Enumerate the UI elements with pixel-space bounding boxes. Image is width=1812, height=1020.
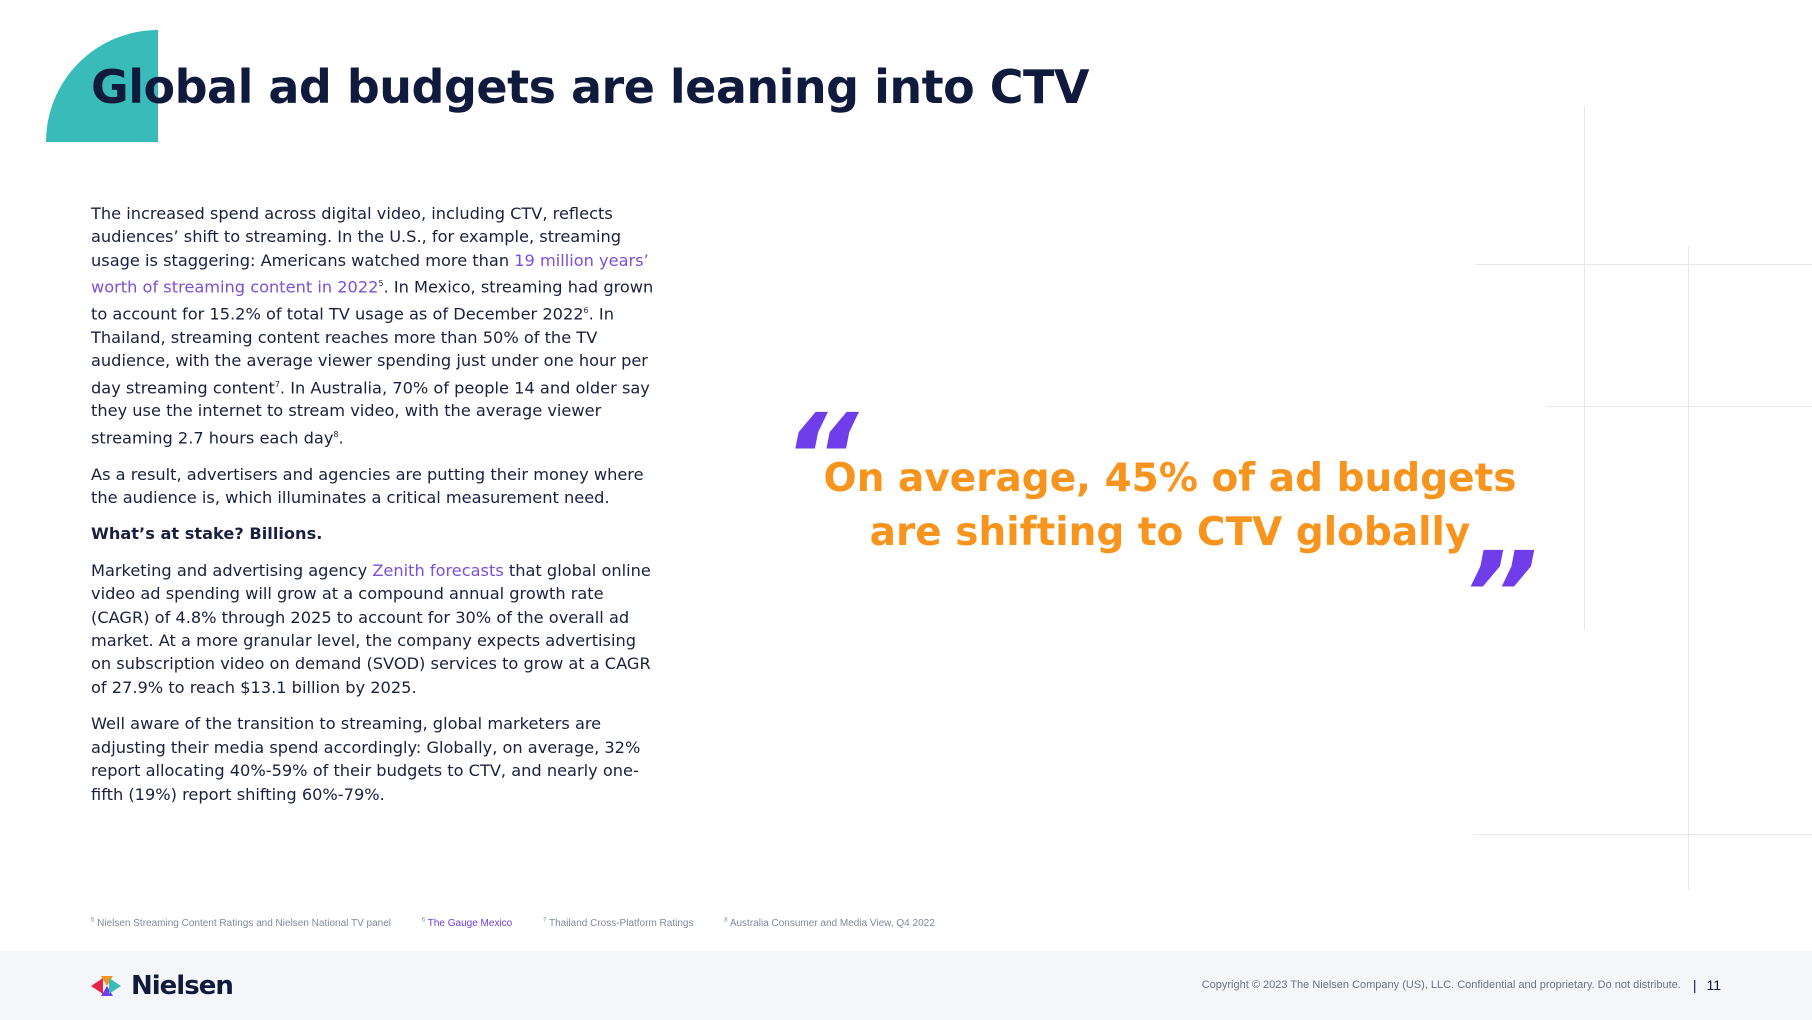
text-span: The increased spend across digital video… (91, 204, 622, 270)
page-number: 11 (1706, 977, 1721, 993)
text-span: . (338, 428, 344, 448)
footnote: 5 Nielsen Streaming Content Ratings and … (91, 918, 405, 929)
paragraph-zenith: Marketing and advertising agency Zenith … (91, 559, 661, 699)
pull-quote-line-2: are shifting to CTV globally (869, 510, 1471, 555)
footnote-text: Australia Consumer and Media View, Q4 20… (729, 918, 935, 930)
pull-quote-line-1: On average, 45% of ad budgets (823, 456, 1517, 501)
footnote-text: Thailand Cross-Platform Ratings (548, 918, 694, 930)
footnote-ref: 5 (378, 279, 384, 289)
paragraph-streaming-usage: The increased spend across digital video… (91, 202, 661, 450)
grid-line (1584, 106, 1585, 630)
grid-line (1474, 834, 1812, 835)
logo-wordmark: Nielsen (131, 971, 234, 1001)
footnotes: 5 Nielsen Streaming Content Ratings and … (91, 918, 963, 929)
text-span: . In Thailand, streaming content reaches… (91, 304, 648, 398)
copyright-bar: Copyright © 2023 The Nielsen Company (US… (1202, 977, 1721, 993)
text-span: Marketing and advertising agency (91, 560, 373, 580)
grid-line (1688, 246, 1689, 890)
copyright-text: Copyright © 2023 The Nielsen Company (US… (1201, 979, 1681, 991)
text-span: . In Mexico, streaming had grown to acco… (91, 277, 654, 324)
gauge-mexico-link[interactable]: The Gauge Mexico (427, 918, 513, 930)
text-span: . In Australia, 70% of people 14 and old… (91, 378, 650, 448)
footnote-number: 7 (543, 918, 547, 924)
paragraph-marketers: Well aware of the transition to streamin… (91, 714, 641, 804)
close-quote-icon: ” (1462, 526, 1538, 664)
streaming-content-link[interactable]: 19 million years’ worth of streaming con… (91, 250, 649, 297)
zenith-forecasts-link[interactable]: Zenith forecasts (372, 560, 504, 580)
footnote: 6 The Gauge Mexico (422, 918, 526, 929)
footnote-ref: 7 (274, 379, 280, 389)
nielsen-logo: Nielsen (91, 970, 234, 1002)
grid-line (1546, 406, 1812, 407)
open-quote-icon: “ (782, 388, 858, 526)
separator: | (1692, 977, 1697, 993)
footnote-number: 6 (421, 918, 426, 924)
paragraph-advertisers: As a result, advertisers and agencies ar… (91, 464, 644, 508)
footnote-text: Nielsen Streaming Content Ratings and Ni… (97, 918, 391, 930)
footnote: 7 Thailand Cross-Platform Ratings (543, 918, 707, 929)
paragraph-stake-heading: What’s at stake? Billions. (91, 524, 323, 544)
footnote-number: 5 (91, 918, 95, 924)
footnote-ref: 6 (583, 306, 589, 316)
text-span: that global online video ad spending wil… (91, 560, 651, 697)
footer: Nielsen Copyright © 2023 The Nielsen Com… (0, 951, 1812, 1020)
body-text-column: The increased spend across digital video… (91, 202, 661, 819)
footnote-ref: 8 (333, 429, 339, 439)
page-title: Global ad budgets are leaning into CTV (91, 60, 1090, 114)
footnote-number: 8 (724, 918, 728, 924)
footnote: 8 Australia Consumer and Media View, Q4 … (724, 918, 949, 929)
pull-quote: On average, 45% of ad budgets are shifti… (820, 452, 1520, 560)
nielsen-logo-icon (91, 976, 121, 996)
grid-line (1475, 264, 1812, 265)
